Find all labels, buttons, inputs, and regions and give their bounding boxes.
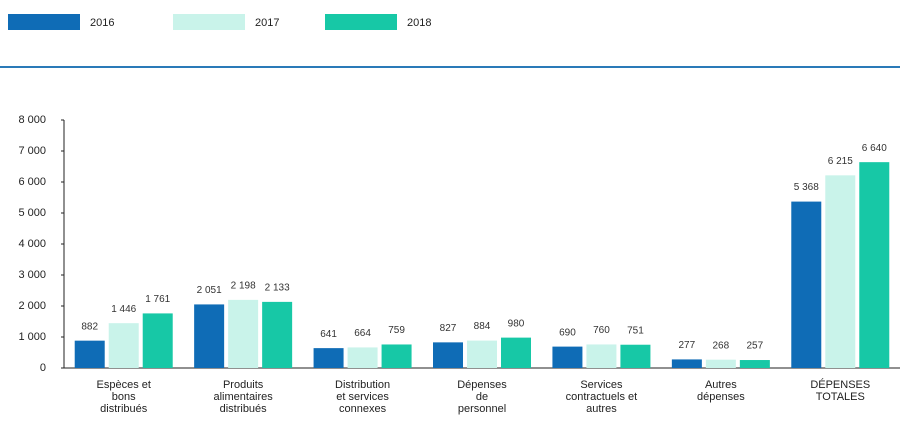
bar bbox=[705, 359, 736, 368]
x-tick-label: TOTALES bbox=[816, 391, 865, 403]
bar bbox=[620, 344, 651, 368]
bar bbox=[347, 347, 378, 368]
value-label: 980 bbox=[508, 318, 525, 329]
value-label: 277 bbox=[679, 340, 696, 351]
y-tick-label: 7 000 bbox=[18, 145, 46, 157]
y-tick-label: 5 000 bbox=[18, 207, 46, 219]
bar bbox=[381, 344, 412, 368]
value-label: 5 368 bbox=[794, 182, 819, 193]
value-label: 2 133 bbox=[265, 283, 290, 294]
x-tick-label: distribués bbox=[100, 403, 148, 415]
bar bbox=[74, 340, 105, 368]
legend-swatch bbox=[325, 14, 397, 30]
value-label: 6 215 bbox=[828, 156, 853, 167]
y-tick-label: 8 000 bbox=[18, 114, 46, 126]
x-tick-label: personnel bbox=[458, 403, 506, 415]
value-label: 664 bbox=[354, 328, 371, 339]
y-tick-label: 3 000 bbox=[18, 269, 46, 281]
x-tick-label: connexes bbox=[339, 403, 387, 415]
bar bbox=[671, 359, 702, 368]
legend-swatch bbox=[8, 14, 80, 30]
bar bbox=[501, 337, 531, 368]
bar bbox=[194, 304, 225, 368]
x-tick-label: dépenses bbox=[697, 391, 745, 403]
y-tick-label: 4 000 bbox=[18, 238, 46, 250]
value-label: 257 bbox=[747, 341, 764, 352]
x-tick-label: Distribution bbox=[335, 379, 390, 391]
x-tick-label: distribués bbox=[220, 403, 268, 415]
x-tick-label: autres bbox=[586, 403, 617, 415]
bar bbox=[739, 360, 770, 368]
value-label: 1 446 bbox=[111, 304, 136, 315]
bar bbox=[228, 299, 259, 368]
bar bbox=[262, 301, 293, 368]
value-label: 760 bbox=[593, 325, 610, 336]
bar bbox=[586, 344, 617, 368]
y-tick-label: 2 000 bbox=[18, 300, 46, 312]
value-label: 641 bbox=[320, 329, 337, 340]
value-label: 690 bbox=[559, 327, 576, 338]
value-label: 759 bbox=[388, 325, 405, 336]
bar bbox=[433, 342, 463, 368]
bar bbox=[859, 162, 890, 368]
value-label: 827 bbox=[440, 323, 457, 334]
x-tick-label: Espèces et bbox=[97, 379, 151, 391]
bar bbox=[142, 313, 173, 368]
legend-swatch bbox=[173, 14, 245, 30]
x-tick-label: bons bbox=[112, 391, 136, 403]
legend-label: 2018 bbox=[407, 17, 431, 29]
x-tick-label: Services bbox=[580, 379, 623, 391]
value-label: 882 bbox=[81, 321, 98, 332]
x-tick-label: DÉPENSES bbox=[810, 378, 870, 391]
y-tick-label: 1 000 bbox=[18, 331, 46, 343]
x-tick-label: Autres bbox=[705, 379, 737, 391]
y-tick-label: 6 000 bbox=[18, 176, 46, 188]
x-tick-label: Produits bbox=[223, 379, 264, 391]
value-label: 884 bbox=[474, 321, 491, 332]
value-label: 2 198 bbox=[231, 281, 256, 292]
value-label: 6 640 bbox=[862, 143, 887, 154]
y-tick-label: 0 bbox=[40, 362, 46, 374]
bar bbox=[791, 201, 822, 368]
legend-label: 2016 bbox=[90, 17, 114, 29]
bar bbox=[313, 348, 344, 368]
legend-label: 2017 bbox=[255, 17, 279, 29]
bar bbox=[825, 175, 856, 368]
bar bbox=[467, 340, 497, 368]
value-label: 1 761 bbox=[145, 294, 170, 305]
x-tick-label: de bbox=[476, 391, 488, 403]
value-label: 268 bbox=[713, 340, 730, 351]
x-tick-label: Dépenses bbox=[457, 379, 507, 391]
x-tick-label: alimentaires bbox=[213, 391, 273, 403]
value-label: 2 051 bbox=[197, 285, 222, 296]
bar bbox=[108, 323, 139, 368]
x-tick-label: et services bbox=[336, 391, 389, 403]
value-label: 751 bbox=[627, 325, 644, 336]
x-tick-label: contractuels et bbox=[566, 391, 638, 403]
bar bbox=[552, 346, 583, 368]
